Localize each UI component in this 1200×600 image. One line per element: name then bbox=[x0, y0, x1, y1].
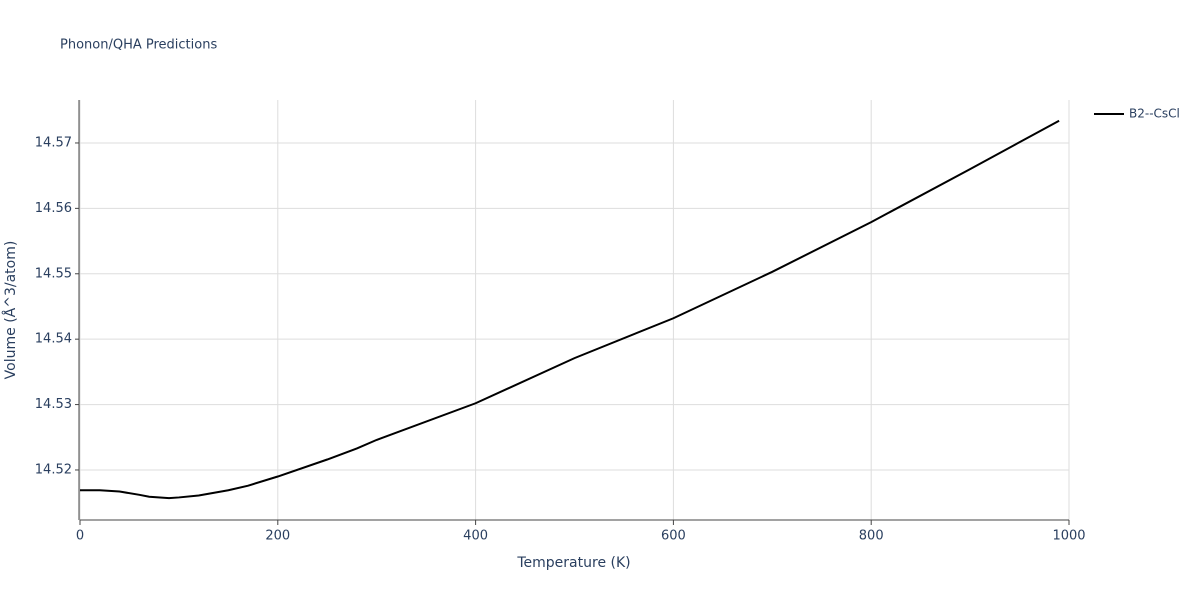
x-tick-label: 800 bbox=[859, 529, 884, 544]
y-axis-label: Volume (Å^3/atom) bbox=[2, 241, 19, 380]
y-tick-label: 14.54 bbox=[35, 332, 72, 347]
x-tick-label: 400 bbox=[463, 529, 488, 544]
x-axis-label: Temperature (K) bbox=[516, 555, 630, 571]
x-tick-label: 0 bbox=[76, 529, 84, 544]
x-tick-label: 200 bbox=[265, 529, 290, 544]
x-tick-label: 1000 bbox=[1052, 529, 1085, 544]
y-tick-label: 14.52 bbox=[35, 462, 72, 477]
y-tick-label: 14.56 bbox=[35, 201, 72, 216]
x-tick-label: 600 bbox=[661, 529, 686, 544]
y-tick-label: 14.57 bbox=[35, 135, 72, 150]
chart-title: Phonon/QHA Predictions bbox=[60, 38, 217, 53]
y-tick-label: 14.53 bbox=[35, 397, 72, 412]
legend-label: B2--CsCl bbox=[1129, 107, 1180, 121]
y-tick-label: 14.55 bbox=[35, 266, 72, 281]
data-line bbox=[80, 119, 1060, 500]
